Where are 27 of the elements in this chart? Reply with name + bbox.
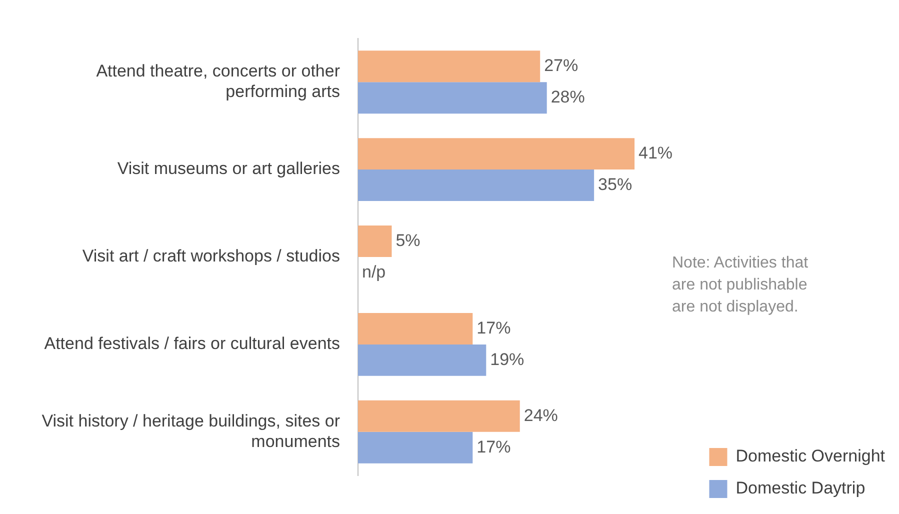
bar	[358, 50, 540, 82]
data-label: 17%	[476, 437, 511, 456]
y-tick-label: Attend theatre, concerts or other performing arts	[96, 62, 340, 102]
data-label: 17%	[476, 318, 511, 338]
y-tick-label: Attend festivals / fairs or cultural events	[44, 334, 340, 354]
data-label: 27%	[544, 56, 578, 76]
legend-label: Domestic Daytrip	[736, 478, 866, 498]
bar	[358, 432, 473, 464]
bar	[358, 312, 473, 344]
bar	[358, 82, 547, 114]
bar	[358, 170, 594, 202]
y-tick-label: Visit museums or art galleries	[117, 159, 340, 178]
text: n/p	[362, 262, 386, 282]
data-label: 41%	[638, 144, 673, 163]
bar	[358, 400, 520, 432]
data-label: 24%	[524, 406, 558, 425]
y-tick-label: Visit art / craft workshops / studios	[82, 246, 340, 266]
data-label: 35%	[598, 174, 632, 194]
data-label: 28%	[550, 88, 585, 107]
y-tick-label: Visit history / heritage buildings, sites or monuments	[42, 411, 340, 451]
legend-label: Domestic Overnight	[736, 446, 886, 466]
bar	[358, 344, 486, 376]
text: Note: Activities that are not publishable are not displayed.	[672, 254, 809, 316]
data-label: 5%	[396, 230, 420, 250]
bar	[358, 138, 635, 170]
data-label: 19%	[490, 350, 524, 369]
bar	[358, 226, 392, 257]
